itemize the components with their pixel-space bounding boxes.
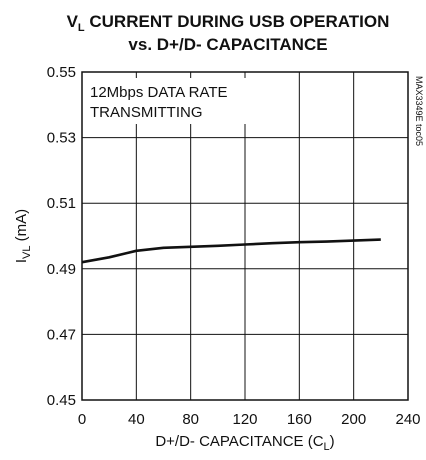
y-tick-label: 0.53: [47, 130, 76, 147]
chart-title-line2: vs. D+/D- CAPACITANCE: [128, 35, 327, 54]
y-tick-labels: 0.55 0.53 0.51 0.49 0.47 0.45: [47, 64, 76, 409]
x-tick-label: 240: [395, 411, 420, 428]
x-tick-labels: 0 40 80 120 160 200 240: [78, 411, 421, 428]
x-tick-label: 40: [128, 411, 145, 428]
grid: [82, 72, 408, 400]
annotation-line2: TRANSMITTING: [90, 104, 203, 121]
figure-id: MAX3349E toc05: [414, 76, 424, 146]
x-tick-label: 160: [287, 411, 312, 428]
y-tick-label: 0.49: [47, 261, 76, 278]
y-tick-label: 0.45: [47, 392, 76, 409]
x-tick-label: 200: [341, 411, 366, 428]
y-tick-label: 0.55: [47, 64, 76, 81]
series-line: [81, 238, 381, 264]
y-tick-label: 0.51: [47, 195, 76, 212]
chart-title-line1: VL CURRENT DURING USB OPERATION: [67, 12, 390, 34]
annotation-bg: [86, 78, 248, 124]
series-group: [81, 238, 381, 264]
y-tick-label: 0.47: [47, 326, 76, 343]
y-axis-label: IVL (mA): [13, 209, 33, 263]
plot-frame: [81, 71, 409, 401]
x-axis-label: D+/D- CAPACITANCE (CL): [155, 433, 334, 453]
x-tick-label: 120: [232, 411, 257, 428]
x-tick-label: 80: [182, 411, 199, 428]
annotation-line1: 12Mbps DATA RATE: [90, 84, 228, 101]
x-tick-label: 0: [78, 411, 86, 428]
